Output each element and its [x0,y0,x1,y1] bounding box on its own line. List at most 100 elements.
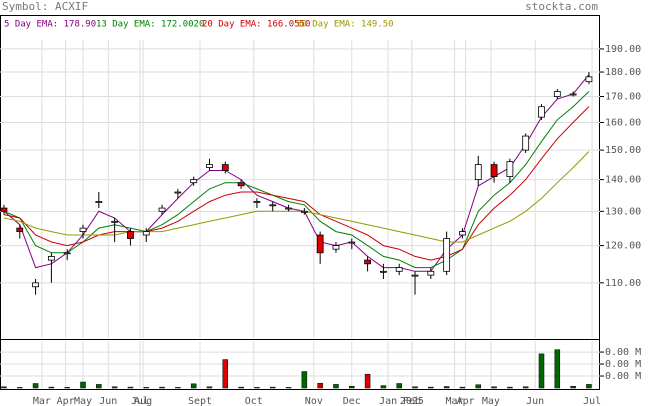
volume-bar [238,386,244,389]
candle-body [585,76,593,83]
candle-body [490,164,498,177]
candle-body [190,179,198,184]
candle-body [63,252,71,255]
y-tick-label: 160.00 [605,117,641,128]
volume-bar [285,387,292,389]
volume-bar [1,386,7,389]
volume-bar [96,384,102,389]
x-tick-label: Apr [457,396,475,406]
y-tick-label: 120.00 [605,241,641,252]
volume-bar [317,382,323,389]
candle-body [95,201,103,203]
x-tick-label: Apr [57,396,75,406]
candle-body [553,91,561,97]
y-tick-label: 190.00 [605,44,641,55]
volume-bar [554,349,561,389]
volume-bar [127,386,134,389]
candle-body [474,164,482,181]
volume-bar [570,385,576,389]
volume-bar [111,386,118,389]
frame [0,15,600,390]
candle-body [269,204,277,207]
volume-bar [269,386,276,389]
volume-bar [443,386,450,389]
volume-bar [412,386,418,389]
candle-body [47,256,55,261]
x-tick-label: Dec [343,396,361,406]
x-tick-label: Oct [245,396,263,406]
x-tick-label: May [74,396,92,406]
candle-body [443,238,451,272]
x-tick-label: Jun [526,396,544,406]
volume-bar [175,387,181,389]
volume-bar [143,387,149,389]
y-tick-label: 130.00 [605,206,641,217]
candle-body [285,207,292,210]
x-tick-label: Sept [188,396,212,406]
legend-entry: 50 Day EMA: 149.50 [296,20,394,30]
volume-bar [333,384,339,389]
volume-bar [159,386,165,389]
x-tick-label: Nov [305,396,323,406]
candle-body [142,231,150,236]
volume-bar [17,387,23,389]
candle-body [506,161,514,177]
volume-bar [301,371,308,389]
x-tick-label: Mar [446,396,464,406]
candle-body [253,201,261,203]
candle-body [332,245,340,250]
volume-bar [522,386,529,389]
volume-bar [190,383,197,389]
x-tick-label: Jul [131,396,149,406]
y2-tick-label: 0.00 M [605,359,641,370]
y-tick-label: 170.00 [605,92,641,103]
y-tick-label: 140.00 [605,175,641,186]
symbol: Symbol: ACXIF [2,0,88,13]
candle-body [174,191,182,194]
x-tick-label: Jan [379,396,397,406]
volume-bar [80,381,86,389]
candle-body [0,207,8,212]
ema-line [3,91,590,269]
volume-bar [349,385,355,389]
legend-entry: 13 Day EMA: 172.0020 [96,20,204,30]
candle-body [316,234,324,254]
volume-bar [206,386,213,389]
y-tick-label: 180.00 [605,67,641,78]
volume-bar [459,386,466,389]
candle-body [206,164,213,168]
candle-body [459,231,466,236]
x-tick-label: Jul [583,396,601,406]
y2-tick-label: 0.00 M [605,371,641,382]
x-tick-label: May [482,396,500,406]
y2-tick-label: 0.00 M [605,347,641,358]
site: stockta.com [525,0,598,13]
candle-body [411,274,419,277]
x-tick-label: Jun [99,396,117,406]
volume-bar [380,385,387,389]
x-tick-label: Aug [134,396,152,406]
candle-body [32,282,39,288]
volume-bar [396,383,402,389]
candle-body [158,207,166,212]
ema-line [3,106,590,261]
candle-body [348,241,356,244]
candle-body [300,210,308,213]
candle-body [395,267,403,272]
volume-bar [428,386,434,389]
volume-bar [538,353,545,389]
candle-body [127,231,134,239]
candle-body [364,259,371,265]
volume-bar [254,387,260,389]
legend-entry: 20 Day EMA: 166.0550 [202,20,310,30]
legend-entry: 5 Day EMA: 178.90 [4,20,96,30]
y-tick-label: 110.00 [605,278,641,289]
candle-body [221,164,229,171]
candle-body [237,182,245,187]
candle-body [16,227,24,232]
ema-line [3,74,590,272]
y-tick-label: 150.00 [605,145,641,156]
volume-bar [491,386,497,389]
volume-bar [364,373,371,389]
